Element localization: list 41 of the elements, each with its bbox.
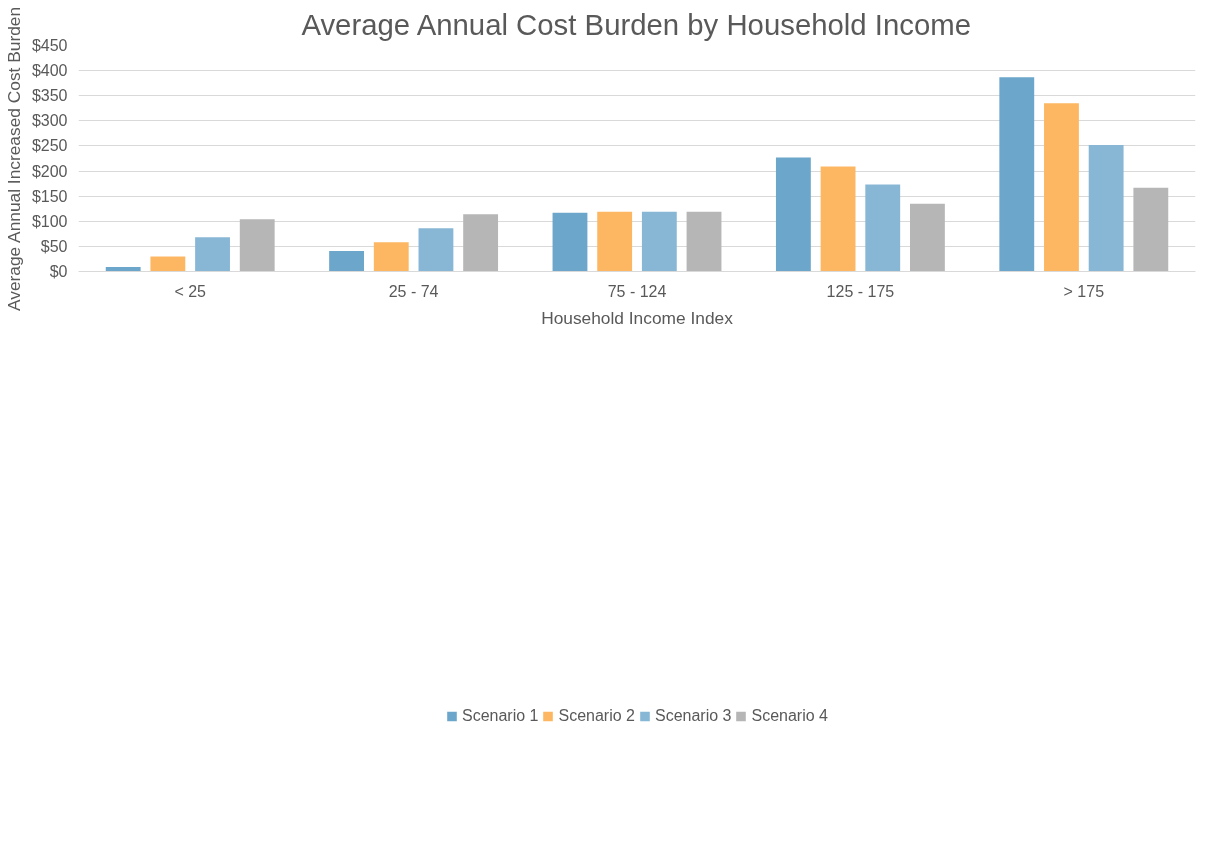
bar (597, 211, 633, 272)
bar (195, 237, 230, 272)
y-tick-label: $250 (31, 137, 68, 155)
bar (373, 242, 409, 272)
bar (463, 214, 499, 272)
y-tick-label: $150 (31, 187, 68, 205)
bar (775, 157, 811, 272)
bar (820, 166, 856, 272)
legend-label: Scenario 4 (751, 706, 828, 725)
legend-label: Scenario 3 (655, 706, 732, 725)
y-tick-label: $100 (31, 212, 68, 230)
bar (552, 212, 588, 272)
x-tick-label: > 175 (1063, 282, 1105, 300)
bar (641, 211, 677, 272)
bar (329, 250, 365, 272)
y-tick-label: $350 (31, 87, 68, 105)
chart-title: Average Annual Cost Burden by Household Income (301, 7, 971, 41)
x-axis-title: Household Income Index (541, 307, 734, 328)
bar (239, 219, 275, 272)
bar (1088, 144, 1124, 272)
legend-label: Scenario 1 (462, 706, 539, 725)
y-tick-label: $50 (40, 237, 68, 255)
bar (150, 256, 186, 272)
bar (999, 77, 1035, 272)
y-tick-label: $300 (31, 112, 68, 130)
bar (418, 228, 454, 272)
y-tick-label: $400 (31, 62, 68, 80)
y-axis-title: Average Annual Increased Cost Burden (3, 6, 24, 312)
x-tick-label: 125 - 175 (826, 282, 895, 300)
bar (1044, 103, 1079, 272)
bar (865, 184, 901, 272)
y-tick-label: $0 (49, 263, 68, 280)
bar (686, 211, 722, 272)
y-tick-label: $450 (31, 37, 68, 54)
x-tick-label: 25 - 74 (388, 282, 439, 300)
bar (1133, 187, 1169, 272)
bar (909, 203, 945, 272)
y-tick-label: $200 (31, 162, 68, 180)
x-tick-label: 75 - 124 (607, 282, 667, 300)
legend-label: Scenario 2 (558, 706, 635, 725)
x-tick-label: < 25 (174, 282, 207, 300)
